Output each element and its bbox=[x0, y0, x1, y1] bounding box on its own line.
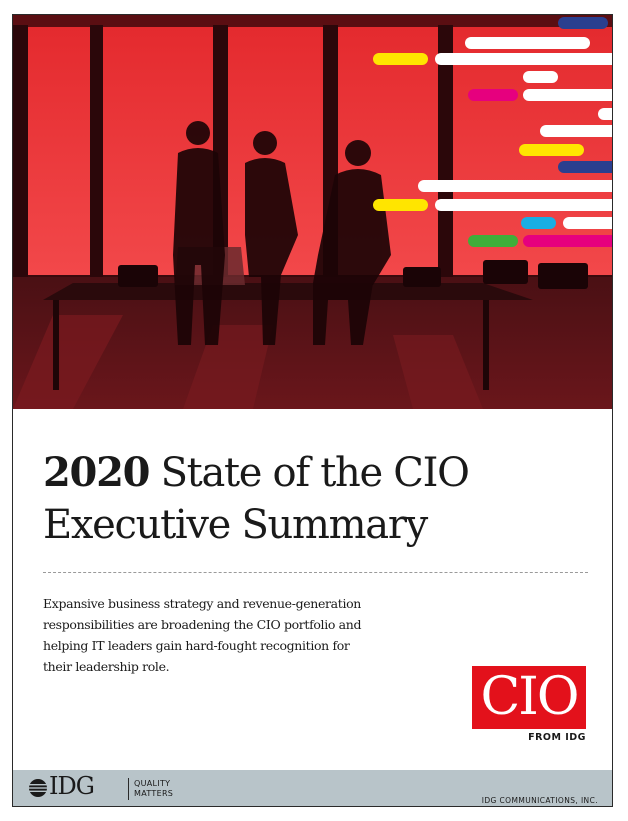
footer-band: IDG QUALITY MATTERS IDG COMMUNICATIONS, … bbox=[13, 770, 612, 806]
summary-paragraph: Expansive business strategy and revenue-… bbox=[43, 596, 362, 674]
tagline-line-2: MATTERS bbox=[134, 789, 174, 798]
title-year: 2020 bbox=[43, 449, 150, 496]
company-name: IDG COMMUNICATIONS, INC. bbox=[481, 796, 598, 805]
idg-wordmark: IDG bbox=[49, 772, 95, 800]
globe-icon bbox=[29, 779, 47, 797]
idg-tagline: QUALITY MATTERS bbox=[134, 779, 173, 799]
hero-photo bbox=[13, 15, 612, 409]
report-cover: 2020 State of the CIO Executive Summary … bbox=[12, 14, 613, 807]
report-title: 2020 State of the CIO Executive Summary bbox=[43, 447, 603, 551]
dashed-divider bbox=[43, 572, 588, 573]
title-line-2: Executive Summary bbox=[43, 502, 428, 548]
from-idg-label: FROM IDG bbox=[528, 732, 586, 743]
cio-logo: CIO bbox=[472, 666, 586, 729]
logo-separator bbox=[128, 778, 129, 800]
title-line-1-rest: State of the CIO bbox=[160, 450, 470, 496]
stripe-graphic bbox=[373, 17, 612, 247]
hero-illustration bbox=[13, 15, 612, 409]
tagline-line-1: QUALITY bbox=[134, 779, 171, 788]
title-line-1: 2020 State of the CIO bbox=[43, 447, 603, 499]
